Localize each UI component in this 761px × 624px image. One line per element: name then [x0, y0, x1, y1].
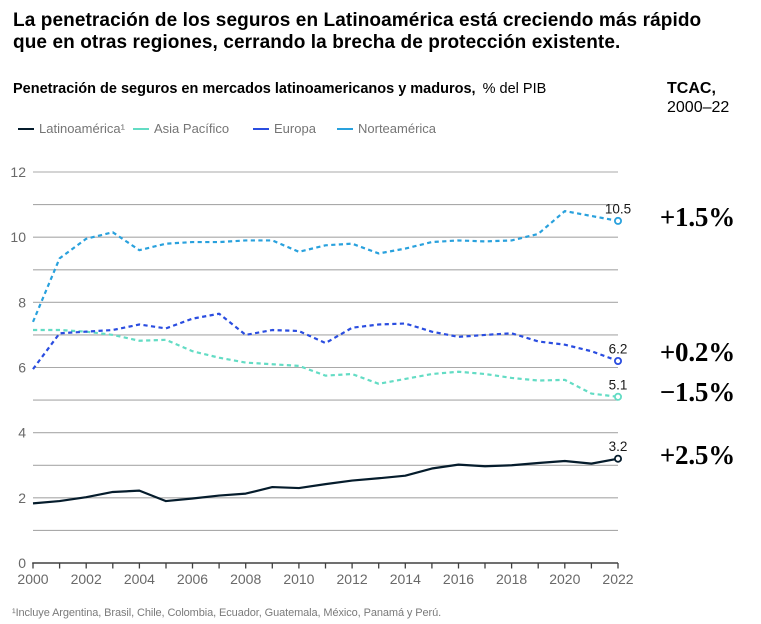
x-axis-label: 2022	[602, 571, 633, 587]
x-axis-label: 2018	[496, 571, 527, 587]
x-axis-label: 2002	[71, 571, 102, 587]
series-end-value: 10.5	[605, 201, 631, 216]
series-line-norteamrica	[31, 210, 619, 323]
x-axis-label: 2000	[17, 571, 48, 587]
chart-unit-label: % del PIB	[482, 81, 547, 97]
series-end-marker	[614, 392, 623, 401]
x-axis-label: 2004	[124, 571, 155, 587]
footnote: ¹Incluye Argentina, Brasil, Chile, Colom…	[12, 607, 442, 619]
legend-swatch	[18, 128, 34, 131]
y-axis-label: 8	[18, 294, 26, 310]
legend-label: Latinoamérica¹	[39, 121, 125, 136]
series-end-value: 5.1	[609, 377, 628, 392]
legend-label: Norteamérica	[358, 121, 437, 136]
cagr-header-line2: 2000–22	[667, 98, 730, 116]
series-end-value: 6.2	[609, 342, 628, 357]
series-end-marker	[614, 454, 623, 463]
y-axis-label: 0	[18, 555, 26, 571]
x-axis-label: 2016	[443, 571, 474, 587]
x-axis-label: 2020	[549, 571, 580, 587]
series-line-latinoamrica	[32, 457, 619, 505]
cagr-header-line1: TCAC,	[667, 80, 716, 97]
legend-swatch	[337, 128, 353, 131]
exhibit-title-line2: que en otras regiones, cerrando la brech…	[13, 32, 621, 53]
legend-swatch	[253, 128, 269, 131]
series-end-marker	[614, 356, 623, 365]
chart-subtitle-text: Penetración de seguros en mercados latin…	[13, 81, 476, 97]
chart-legend: Latinoamérica¹ Asia Pacífico Europa Norteam…	[0, 122, 761, 136]
x-axis-label: 2012	[337, 571, 368, 587]
cagr-column-header: TCAC, 2000–22	[667, 80, 729, 117]
series-end-value: 3.2	[609, 439, 628, 454]
y-axis-label: 2	[18, 490, 26, 506]
series-line-europa	[32, 312, 619, 370]
legend-label: Asia Pacífico	[154, 121, 230, 136]
legend-label: Europa	[274, 121, 316, 136]
x-axis-label: 2006	[177, 571, 208, 587]
cagr-value-latinoamrica: +2.5%	[659, 439, 735, 470]
exhibit-title-line1: La penetración de los seguros en Latinoa…	[13, 10, 702, 31]
chart-subtitle: Penetración de seguros en mercados latin…	[13, 81, 546, 97]
series-line-asiapacfico	[33, 328, 619, 398]
cagr-value-norteamrica: +1.5%	[659, 201, 735, 232]
cagr-value-asiapacfico: −1.5%	[659, 376, 735, 407]
x-axis-label: 2014	[390, 571, 421, 587]
cagr-value-europa: +0.2%	[659, 336, 735, 367]
legend-swatch	[133, 128, 149, 131]
y-axis-label: 6	[18, 360, 26, 376]
y-axis-label: 4	[18, 425, 26, 441]
y-axis-label: 10	[10, 229, 26, 245]
x-axis-label: 2008	[230, 571, 261, 587]
y-axis-label: 12	[10, 164, 26, 180]
x-axis-label: 2010	[283, 571, 314, 587]
exhibit-title: La penetración de los seguros en Latinoa…	[13, 10, 733, 54]
series-end-marker	[614, 216, 623, 225]
